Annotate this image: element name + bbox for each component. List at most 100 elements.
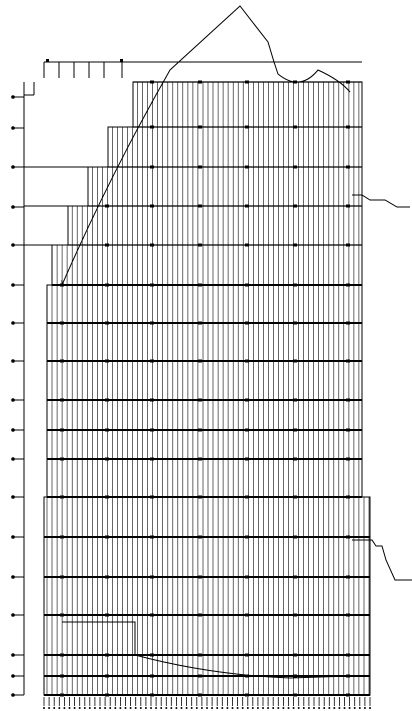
floor-node-6-6 <box>346 321 350 325</box>
bottom-tick-dot-64 <box>369 707 371 709</box>
floor-node-15-1 <box>105 653 109 657</box>
bottom-tick-labels <box>43 697 371 709</box>
bottom-tick-dot-16 <box>124 707 127 709</box>
level-marker-7 <box>11 359 15 363</box>
bottom-tick-dot-36 <box>226 707 229 709</box>
level-marker-14 <box>11 613 15 617</box>
bottom-tick-dot-40 <box>246 707 249 709</box>
bottom-tick-dot-7 <box>78 707 81 709</box>
floor-node-3-2 <box>150 204 154 208</box>
floor-node-7-3 <box>198 359 202 363</box>
floor-node-2-2 <box>150 165 154 169</box>
floor-node-16-5 <box>293 674 297 678</box>
bottom-tick-dot-59 <box>343 707 346 709</box>
floor-node-8-4 <box>245 398 249 402</box>
floor-node-12-6 <box>346 535 350 539</box>
floor-node-8-0 <box>60 398 64 402</box>
floor-node-13-5 <box>293 575 297 579</box>
building-band-0 <box>132 81 363 128</box>
floor-node-8-6 <box>346 398 350 402</box>
floor-node-5-2 <box>150 283 154 287</box>
bottom-tick-dot-34 <box>216 707 219 709</box>
bottom-tick-dot-2 <box>53 707 56 709</box>
floor-node-13-1 <box>105 575 109 579</box>
floor-node-15-5 <box>293 653 297 657</box>
floor-node-1-4 <box>245 125 249 129</box>
floor-node-15-4 <box>245 653 249 657</box>
floor-node-11-5 <box>293 495 297 499</box>
bottom-tick-dot-31 <box>200 707 203 709</box>
floor-node-17-3 <box>198 693 202 697</box>
floor-node-9-4 <box>245 428 249 432</box>
level-marker-16 <box>11 674 15 678</box>
floor-node-5-3 <box>198 283 202 287</box>
bottom-tick-dot-23 <box>160 707 163 709</box>
large-arc-curve <box>61 5 351 286</box>
building-band-2 <box>87 166 363 207</box>
bottom-tick-dot-30 <box>195 707 198 709</box>
bottom-tick-dot-12 <box>104 707 107 709</box>
bottom-tick-dot-61 <box>353 707 356 709</box>
bottom-tick-dot-28 <box>185 707 188 709</box>
floor-node-7-6 <box>346 359 350 363</box>
bottom-tick-dot-9 <box>88 707 91 709</box>
bottom-tick-dot-46 <box>277 707 280 709</box>
floor-node-6-5 <box>293 321 297 325</box>
floor-node-10-4 <box>245 457 249 461</box>
floor-node-16-1 <box>105 674 109 678</box>
bottom-tick-dot-25 <box>170 707 173 709</box>
level-marker-2 <box>11 165 15 169</box>
bottom-tick-dot-33 <box>211 707 214 709</box>
floor-node-14-4 <box>245 613 249 617</box>
bottom-tick-dot-52 <box>307 707 310 709</box>
bottom-tick-dot-15 <box>119 707 122 709</box>
floor-node-15-2 <box>150 653 154 657</box>
floor-node-15-3 <box>198 653 202 657</box>
floor-node-5-1 <box>105 283 109 287</box>
floor-node-10-6 <box>346 457 350 461</box>
floor-node-4-3 <box>198 243 202 247</box>
floor-node-16-3 <box>198 674 202 678</box>
bottom-tick-dot-48 <box>287 707 290 709</box>
floor-node-13-0 <box>60 575 64 579</box>
bottom-tick-dot-10 <box>93 707 96 709</box>
floor-node-11-1 <box>105 495 109 499</box>
level-marker-8 <box>11 398 15 402</box>
floor-node-14-3 <box>198 613 202 617</box>
building-band-5 <box>46 284 363 498</box>
floor-node-9-0 <box>60 428 64 432</box>
floor-node-6-2 <box>150 321 154 325</box>
floor-node-16-4 <box>245 674 249 678</box>
level-marker-9 <box>11 428 15 432</box>
floor-node-17-1 <box>105 693 109 697</box>
floor-node-6-1 <box>105 321 109 325</box>
floor-node-2-3 <box>198 165 202 169</box>
floor-node-1-6 <box>346 125 350 129</box>
bottom-tick-dot-41 <box>251 707 254 709</box>
bottom-tick-dot-18 <box>134 707 137 709</box>
floor-node-10-5 <box>293 457 297 461</box>
floor-node-10-3 <box>198 457 202 461</box>
floor-node-8-1 <box>105 398 109 402</box>
bottom-tick-dot-57 <box>333 707 336 709</box>
floor-node-7-2 <box>150 359 154 363</box>
floor-node-7-1 <box>105 359 109 363</box>
floor-node-13-6 <box>346 575 350 579</box>
floor-node-7-4 <box>245 359 249 363</box>
bottom-tick-dot-17 <box>129 707 132 709</box>
bottom-tick-dot-44 <box>267 707 270 709</box>
floor-node-9-3 <box>198 428 202 432</box>
floor-node-2-5 <box>293 165 297 169</box>
bottom-tick-dot-47 <box>282 707 285 709</box>
floor-node-2-6 <box>346 165 350 169</box>
bottom-tick-dot-19 <box>139 707 142 709</box>
level-marker-15 <box>11 653 15 657</box>
floor-node-13-4 <box>245 575 249 579</box>
bottom-tick-dot-3 <box>58 707 61 709</box>
bottom-tick-dot-5 <box>68 707 71 709</box>
bottom-tick-dot-11 <box>99 707 101 709</box>
bottom-tick-dot-26 <box>175 707 178 709</box>
floor-node-9-5 <box>293 428 297 432</box>
bottom-tick-dot-29 <box>190 707 193 709</box>
floor-node-3-5 <box>293 204 297 208</box>
